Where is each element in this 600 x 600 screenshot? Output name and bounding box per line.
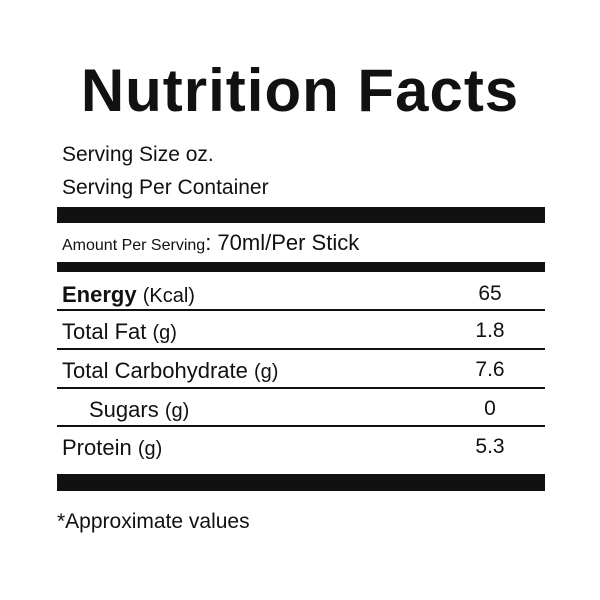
row-divider: [57, 348, 545, 350]
amount-per-serving: Amount Per Serving: 70ml/Per Stick: [62, 230, 359, 256]
nutrient-unit: (g): [152, 322, 177, 344]
amount-label: Amount Per Serving: [62, 237, 206, 254]
nutrient-unit: (g): [164, 400, 190, 422]
nutrient-value: 7.6: [475, 358, 505, 381]
row-divider: [57, 309, 545, 311]
nutrient: Total Carbohydrate (g): [62, 358, 278, 384]
serving-size: Serving Size oz.: [62, 143, 214, 166]
nutrient-row: Sugars (g) 0: [57, 389, 545, 427]
nutrient-row: Energy (Kcal) 65: [57, 274, 545, 312]
nutrient: Total Fat (g): [62, 319, 177, 345]
nutrient-unit: (g): [254, 361, 279, 383]
nutrient-unit: (Kcal): [142, 285, 195, 307]
divider: [57, 207, 545, 223]
servings-per-container: Serving Per Container: [62, 176, 269, 199]
nutrient-value: 65: [478, 282, 502, 305]
nutrient-name: Sugars: [89, 397, 159, 422]
nutrient: Protein (g): [62, 435, 162, 461]
nutrient-name: Energy: [62, 282, 137, 307]
nutrient-name: Total Carbohydrate: [62, 358, 248, 383]
nutrient-name: Protein: [62, 435, 132, 460]
nutrient: Energy (Kcal): [62, 282, 195, 308]
nutrient: Sugars (g): [89, 397, 189, 423]
nutrient-row: Total Carbohydrate (g) 7.6: [57, 350, 545, 388]
row-divider: [57, 387, 545, 389]
amount-value: : 70ml/Per Stick: [205, 230, 360, 255]
row-divider: [57, 425, 545, 427]
nutrient-value: 0: [484, 397, 496, 420]
divider: [57, 474, 545, 491]
divider: [57, 262, 545, 272]
nutrient-row: Protein (g) 5.3: [57, 427, 545, 465]
title: Nutrition Facts: [80, 57, 520, 124]
nutrient-value: 5.3: [475, 435, 505, 458]
nutrient-unit: (g): [137, 438, 163, 460]
nutrient-row: Total Fat (g) 1.8: [57, 311, 545, 349]
nutrient-value: 1.8: [475, 319, 505, 342]
nutrient-name: Total Fat: [62, 319, 147, 344]
footnote: *Approximate values: [57, 510, 250, 533]
